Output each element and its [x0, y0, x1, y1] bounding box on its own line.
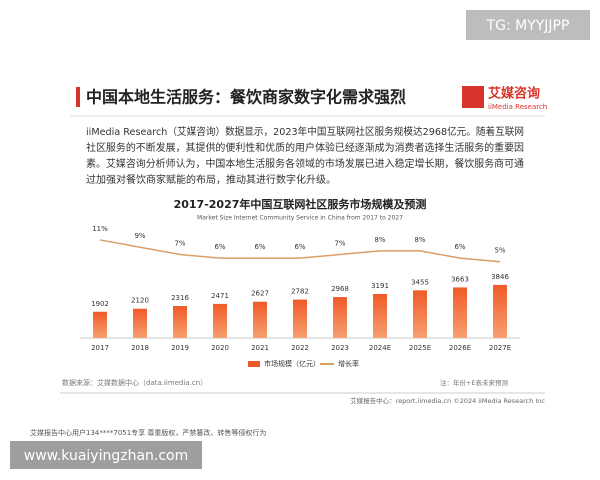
data-label: 2471 — [211, 292, 229, 300]
bar — [453, 287, 467, 338]
heading-bar — [76, 87, 80, 107]
bar — [373, 293, 387, 338]
copyright: 艾媒报告中心用户134****7051专享 尊重版权，严禁篡改、转售等侵权行为 — [30, 428, 266, 437]
paragraph-line: 社区服务的不断发展，其提供的便利性和优质的用户体验已经逐渐成为消费者选择生活服务… — [86, 141, 524, 154]
paragraph-line: iiMedia Research（艾媒咨询）数据显示，2023年中国互联网社区服… — [86, 125, 524, 138]
data-label: 2968 — [331, 285, 349, 293]
data-label: 5% — [494, 247, 505, 255]
x-tick-label: 2021 — [251, 344, 269, 352]
data-label: 3663 — [451, 275, 469, 283]
chart-title: 2017-2027年中国互联网社区服务市场规模及预测 — [174, 197, 427, 211]
x-tick-label: 2023 — [331, 344, 349, 352]
footer: 艾媒报告中心：report.iimedia.cn ©2024 iiMedia R… — [350, 396, 545, 405]
bar — [293, 299, 307, 338]
x-tick-label: 2020 — [211, 344, 229, 352]
data-label: 2316 — [171, 294, 189, 302]
data-label: 2120 — [131, 297, 149, 305]
logo-icon — [462, 86, 484, 108]
logo-en: iiMedia Research — [488, 103, 547, 111]
data-label: 9% — [134, 232, 145, 240]
x-tick-label: 2018 — [131, 344, 149, 352]
x-tick-label: 2019 — [171, 344, 189, 352]
bar — [413, 290, 427, 338]
watermark-box — [466, 10, 590, 40]
data-label: 7% — [334, 239, 345, 247]
bar — [173, 306, 187, 338]
paragraph-line: 素。艾媒咨询分析师认为，中国本地生活服务各领域的市场发展已进入稳定增长期，餐饮服… — [86, 157, 524, 170]
note: 注：年份+E表未来预测 — [440, 378, 509, 387]
x-tick-label: 2026E — [449, 344, 471, 352]
data-label: 3846 — [491, 273, 509, 281]
data-label: 11% — [92, 225, 108, 233]
data-label: 6% — [214, 243, 225, 251]
bar — [93, 311, 107, 338]
data-label: 6% — [294, 243, 305, 251]
data-label: 6% — [454, 243, 465, 251]
watermark: www.kuaiyingzhan.com — [24, 448, 189, 464]
paragraph-line: 过加强对餐饮商家赋能的布局，推动其进行数字化升级。 — [86, 173, 336, 186]
watermark: TG: MYYJJPP — [486, 18, 570, 34]
x-tick-label: 2024E — [369, 344, 391, 352]
legend-label: 增长率 — [338, 359, 359, 368]
legend-swatch-bar — [248, 361, 260, 367]
bar — [333, 297, 347, 338]
source: 数据来源：艾媒数据中心（data.iimedia.cn） — [62, 378, 207, 387]
bar — [213, 303, 227, 338]
bar — [493, 284, 507, 338]
legend-label: 市场规模（亿元） — [264, 359, 320, 368]
x-tick-label: 2017 — [91, 344, 109, 352]
data-label: 7% — [174, 239, 185, 247]
data-label: 6% — [254, 243, 265, 251]
data-label: 1902 — [91, 300, 109, 308]
x-tick-label: 2025E — [409, 344, 431, 352]
logo-cn: 艾媒咨询 — [488, 86, 540, 102]
data-label: 3455 — [411, 278, 429, 286]
data-label: 2627 — [251, 290, 269, 298]
heading: 中国本地生活服务：餐饮商家数字化需求强烈 — [86, 88, 406, 107]
chart-subtitle: Market Size Internet Community Service i… — [197, 215, 403, 222]
data-label: 8% — [374, 236, 385, 244]
bar — [253, 301, 267, 338]
x-tick-label: 2022 — [291, 344, 309, 352]
x-tick-label: 2027E — [489, 344, 511, 352]
watermark-box — [10, 441, 202, 469]
data-label: 2782 — [291, 288, 309, 296]
growth-line — [99, 239, 501, 263]
bar — [133, 308, 147, 338]
data-label: 3191 — [371, 282, 389, 290]
data-label: 8% — [414, 236, 425, 244]
